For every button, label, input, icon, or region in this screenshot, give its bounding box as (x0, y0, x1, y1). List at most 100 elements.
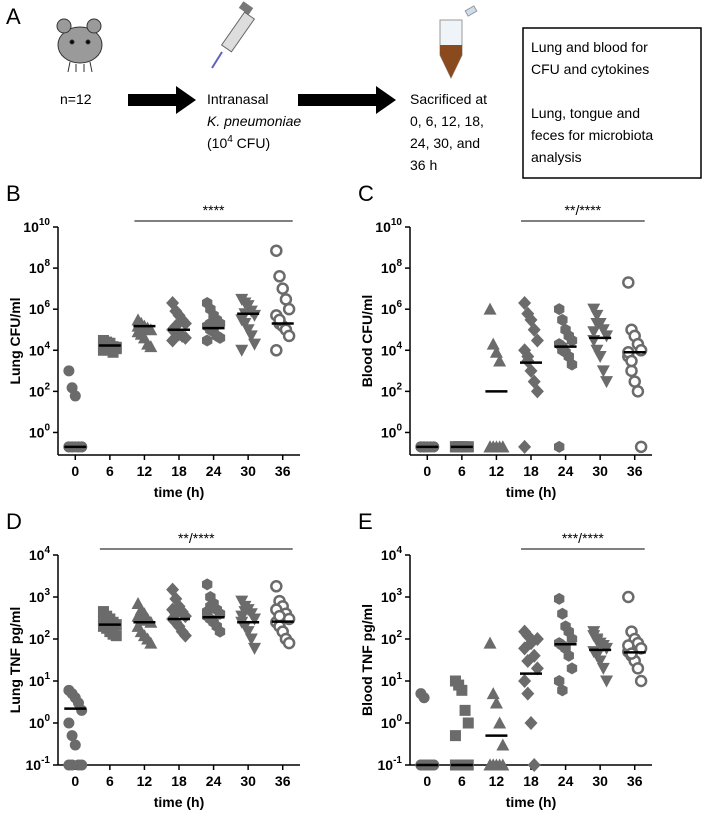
data-point (144, 340, 158, 353)
data-point (144, 323, 158, 336)
x-tick-label: 18 (171, 463, 187, 479)
arrow (298, 86, 396, 114)
data-point (166, 333, 180, 348)
data-point (625, 364, 638, 378)
data-point (625, 354, 638, 368)
data-point (244, 330, 258, 343)
tick-exponent: 4 (44, 340, 50, 351)
data-point (566, 358, 578, 371)
box-text: Lung, tongue and (531, 105, 640, 121)
x-tick-label: 18 (171, 773, 187, 789)
data-point (241, 324, 255, 337)
mouse-icon (56, 18, 103, 73)
data-point (493, 354, 507, 367)
data-point (566, 633, 578, 645)
tick-exponent: 3 (396, 587, 402, 598)
data-point (493, 716, 507, 729)
y-tick-label: 102 (29, 629, 51, 647)
tick-exponent: 2 (44, 629, 50, 640)
tick-exponent: 4 (396, 340, 402, 351)
data-point (557, 607, 568, 620)
data-point (214, 625, 226, 638)
tick-exponent: 8 (396, 258, 402, 269)
data-point (459, 704, 471, 716)
data-point (553, 440, 565, 453)
x-tick-label: 30 (592, 773, 608, 789)
y-tick-label: 104 (381, 545, 403, 563)
data-point (596, 324, 610, 337)
tick-exponent: 0 (396, 422, 402, 433)
y-tick-label: 106 (381, 299, 403, 317)
data-point (201, 578, 213, 591)
y-tick-label: 1010 (375, 217, 402, 235)
data-point (566, 334, 578, 347)
data-point (530, 661, 544, 676)
data-point (214, 317, 226, 330)
tick-exponent: 2 (396, 381, 402, 392)
data-point (76, 759, 88, 771)
arrow (128, 86, 196, 114)
step-text: Intranasal (207, 91, 268, 107)
x-tick-label: 12 (137, 773, 153, 789)
x-tick-label: 24 (558, 463, 574, 479)
x-axis-label: time (h) (506, 484, 557, 500)
tick-base: 10 (29, 383, 45, 399)
data-point (628, 375, 641, 388)
data-point (214, 331, 226, 344)
data-point (600, 675, 614, 688)
x-tick-label: 6 (106, 463, 114, 479)
x-tick-label: 18 (523, 773, 539, 789)
data-point (634, 674, 648, 688)
y-tick-label: 100 (29, 713, 51, 731)
tick-base: 10 (381, 383, 397, 399)
tick-exponent: -1 (41, 755, 50, 766)
y-axis-label: Lung CFU/ml (7, 297, 23, 384)
panel-label: C (358, 181, 374, 206)
data-point (63, 365, 75, 377)
data-point (205, 600, 216, 613)
data-point (248, 613, 262, 626)
tick-exponent: 10 (391, 217, 403, 228)
y-tick-label: 102 (29, 381, 51, 399)
data-point (486, 687, 500, 700)
tick-base: 10 (29, 673, 45, 689)
data-point (590, 635, 604, 648)
x-tick-label: 24 (558, 773, 574, 789)
x-tick-label: 24 (206, 773, 222, 789)
data-point (241, 626, 255, 639)
data-point (486, 337, 500, 350)
data-point (172, 619, 186, 634)
data-point (178, 330, 192, 345)
panel-label: E (358, 509, 373, 534)
dose-part: CFU) (233, 135, 270, 151)
y-tick-label: 104 (29, 545, 51, 563)
y-tick-label: 103 (381, 587, 403, 605)
y-axis-label: Lung TNF pg/ml (7, 607, 23, 714)
x-tick-label: 6 (458, 773, 466, 789)
panel-label: D (6, 509, 22, 534)
tick-base: 10 (381, 260, 397, 276)
data-point (600, 330, 614, 343)
data-point (69, 390, 81, 402)
data-point (483, 636, 497, 649)
tick-exponent: 6 (396, 299, 402, 310)
significance-label: ***/**** (562, 530, 605, 546)
tick-exponent: 2 (396, 629, 402, 640)
data-point (270, 580, 283, 593)
data-point (273, 270, 286, 283)
data-point (593, 655, 607, 668)
data-point (530, 632, 544, 646)
tick-exponent: -1 (393, 755, 402, 766)
tick-base: 10 (378, 757, 394, 773)
data-point (462, 717, 474, 729)
x-tick-label: 0 (71, 773, 79, 789)
data-point (178, 609, 192, 624)
data-point (166, 582, 180, 597)
data-point (66, 730, 78, 742)
data-point (518, 641, 532, 656)
data-point (496, 440, 510, 453)
data-point (238, 318, 252, 331)
tick-base: 10 (381, 424, 397, 440)
box-text: CFU and cytokines (531, 61, 649, 77)
